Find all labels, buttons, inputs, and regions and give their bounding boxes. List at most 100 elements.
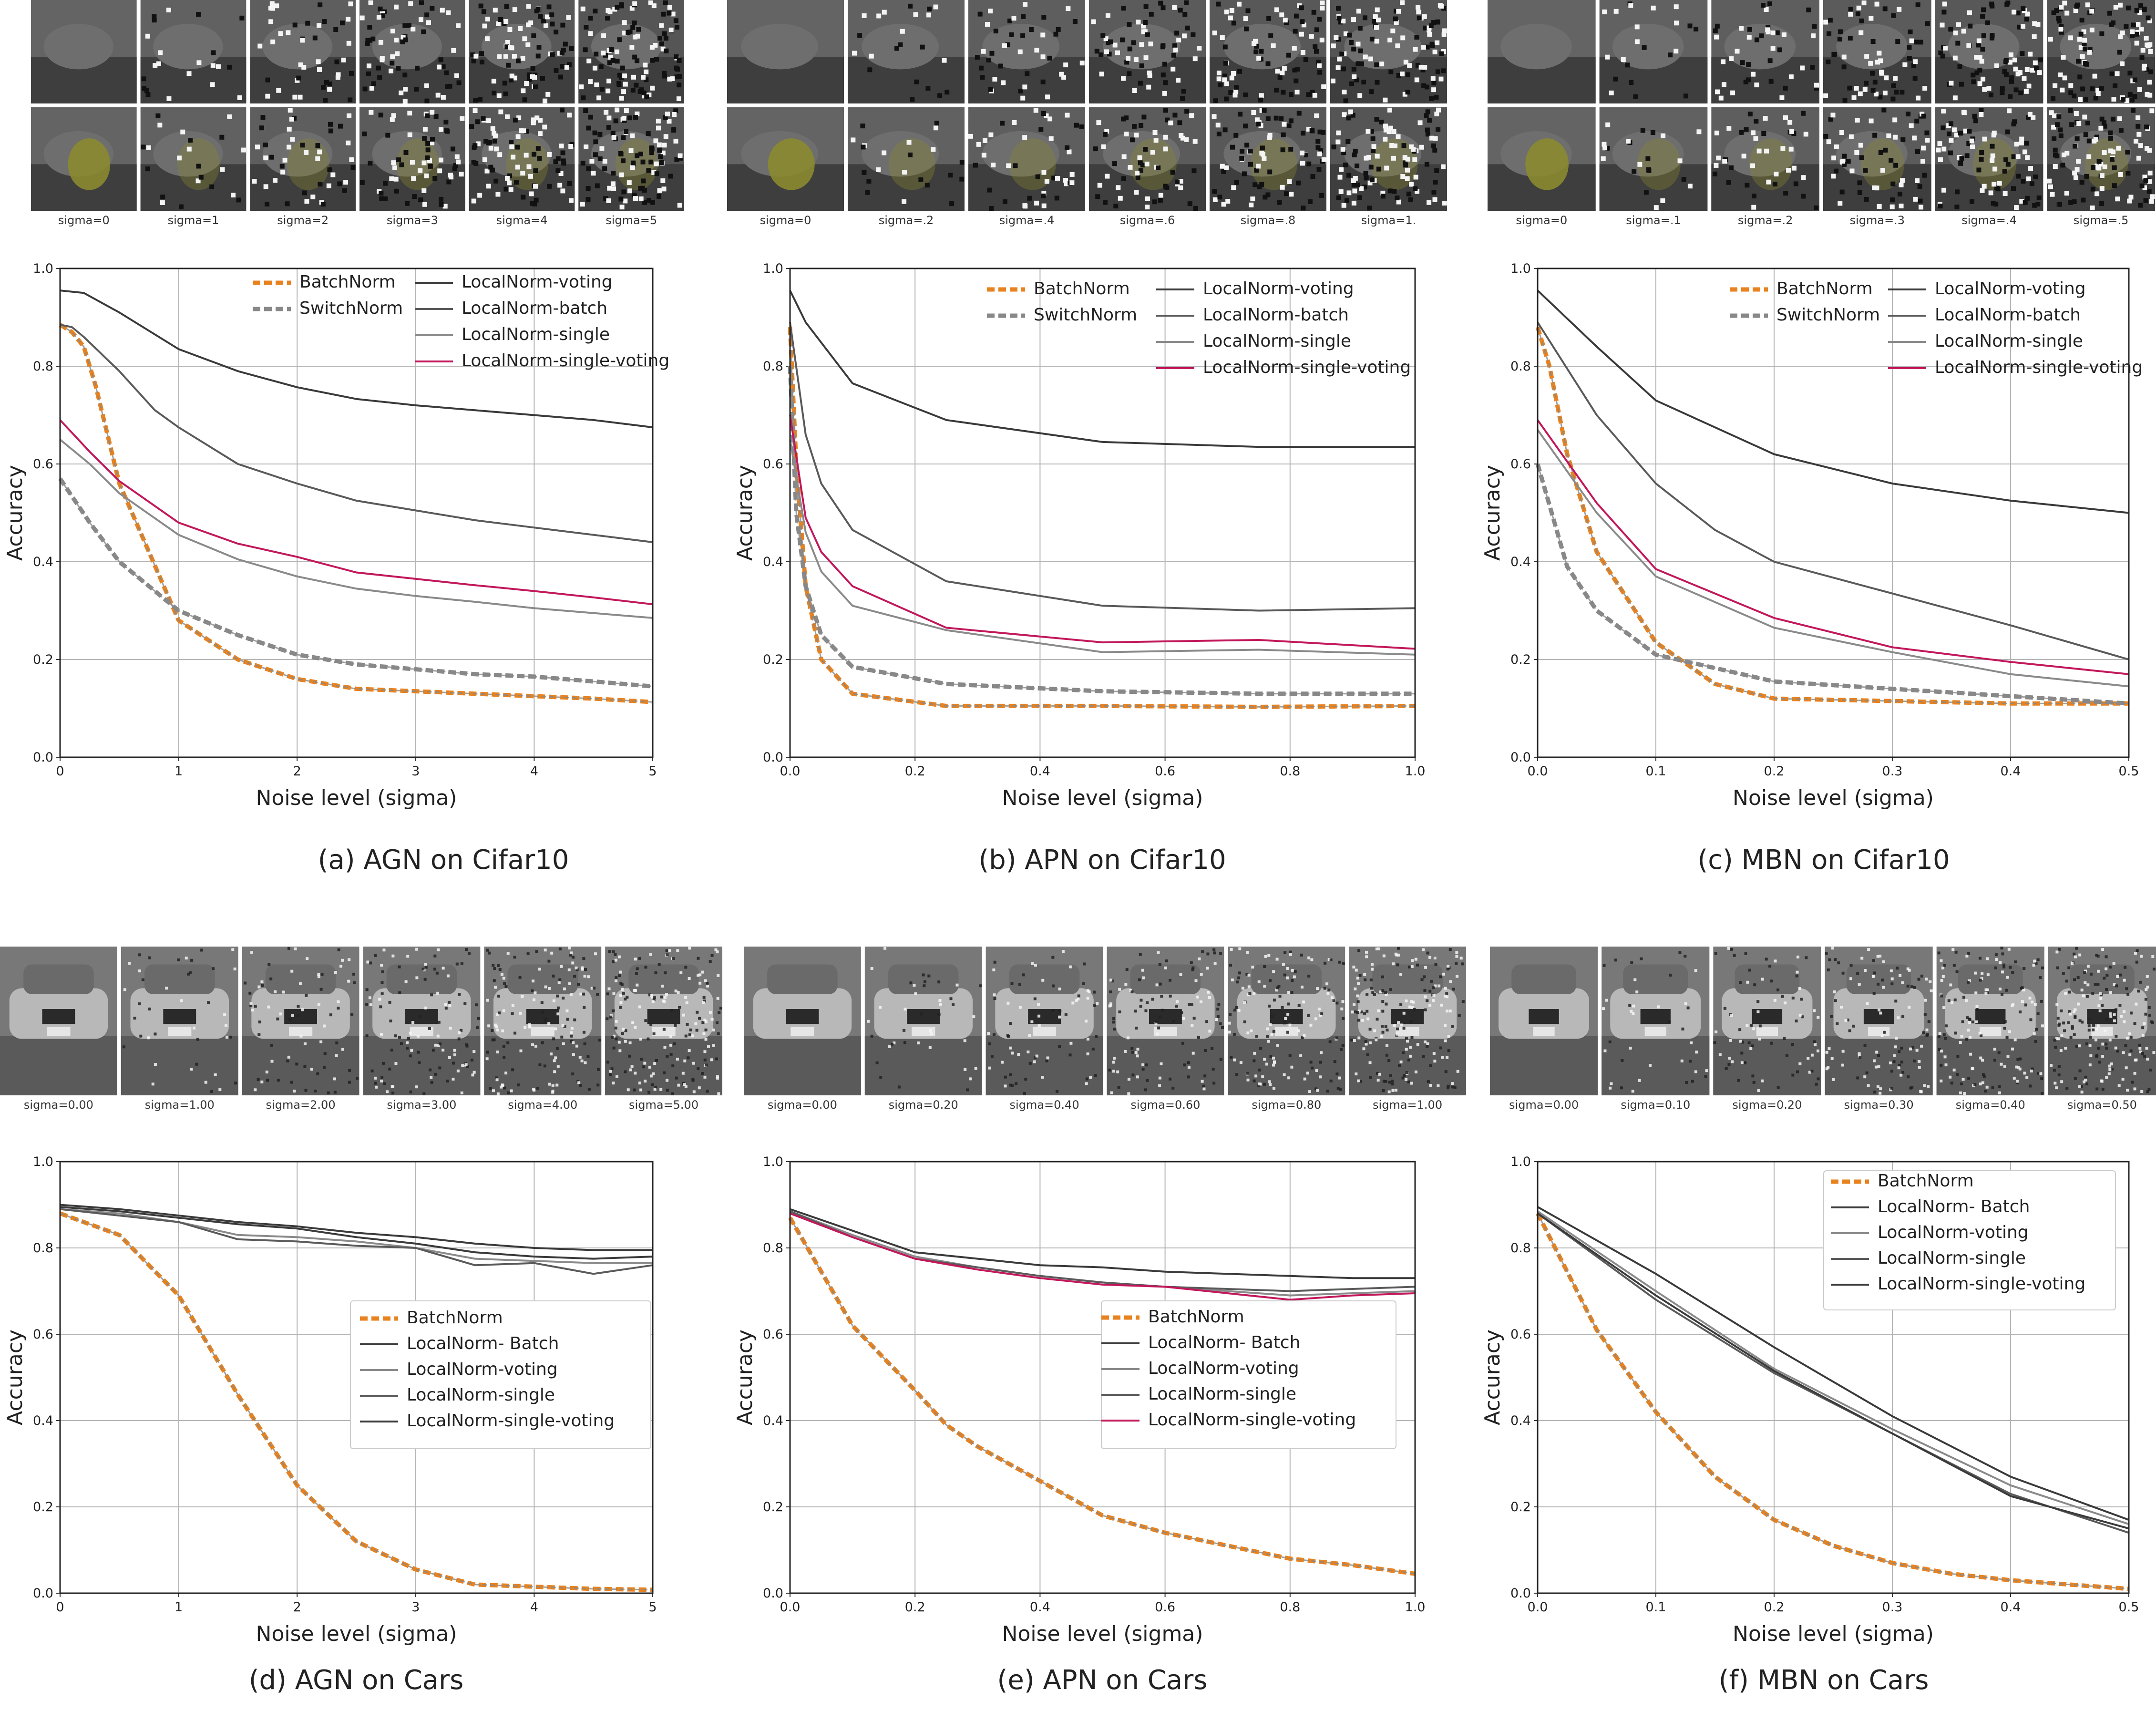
noise-pixel — [1340, 147, 1345, 152]
noise-pixel — [2091, 165, 2096, 170]
car-windshield — [1958, 964, 2023, 994]
noise-pixel — [141, 76, 146, 82]
noise-pixel — [1431, 190, 1437, 195]
noise-pixel — [1435, 40, 1440, 45]
noise-pixel — [1432, 994, 1436, 997]
noise-pixel — [2017, 70, 2023, 75]
noise-pixel — [1047, 116, 1053, 122]
noise-pixel — [2099, 86, 2104, 91]
noise-pixel — [2117, 50, 2122, 55]
noise-pixel — [148, 956, 151, 959]
noise-pixel — [1781, 32, 1786, 37]
noise-pixel — [640, 1058, 643, 1061]
noise-pixel — [1263, 985, 1266, 988]
noise-pixel — [1874, 92, 1879, 97]
noise-pixel — [2008, 52, 2013, 57]
noise-pixel — [439, 202, 444, 207]
noise-pixel — [211, 967, 215, 970]
noise-pixel — [1830, 113, 1836, 118]
noise-pixel — [660, 995, 663, 999]
noise-pixel — [1155, 1020, 1158, 1024]
noise-pixel — [2064, 10, 2070, 16]
noise-pixel — [1429, 41, 1435, 47]
thumbnail-object — [2060, 23, 2132, 70]
noise-pixel — [1601, 156, 1606, 161]
noise-pixel — [1391, 1082, 1394, 1086]
y-tick-label: 0.8 — [33, 1241, 53, 1256]
noise-pixel — [1434, 111, 1439, 116]
noise-pixel — [1061, 950, 1065, 953]
noise-pixel — [472, 1050, 476, 1053]
noise-pixel — [1993, 1059, 1996, 1062]
noise-pixel — [1303, 1077, 1306, 1081]
noise-pixel — [1424, 995, 1427, 999]
noise-pixel — [1121, 154, 1127, 159]
noise-pixel — [310, 195, 316, 200]
noise-pixel — [1756, 1000, 1760, 1003]
legend-label: BatchNorm — [407, 1308, 503, 1328]
noise-pixel — [1359, 1080, 1362, 1083]
saliency-overlay — [768, 138, 815, 190]
noise-pixel — [1858, 30, 1864, 35]
noise-pixel — [2084, 981, 2087, 984]
noise-pixel — [1365, 950, 1368, 954]
noise-pixel — [1381, 1025, 1384, 1028]
noise-pixel — [1430, 979, 1433, 983]
noise-pixel — [2025, 114, 2031, 120]
car-grille — [1752, 1009, 1783, 1024]
noise-pixel — [1695, 1051, 1698, 1054]
noise-pixel — [1230, 144, 1235, 150]
noise-pixel — [2088, 1063, 2092, 1067]
thumbnail-object — [1103, 131, 1181, 177]
noise-pixel — [568, 198, 574, 203]
noise-pixel — [2064, 1047, 2067, 1050]
noise-pixel — [1951, 948, 1955, 951]
noise-pixel — [606, 48, 612, 53]
noise-pixel — [1751, 1044, 1754, 1048]
noise-pixel — [1267, 169, 1273, 175]
noise-pixel — [1365, 993, 1369, 996]
noise-pixel — [475, 119, 480, 124]
noise-pixel — [1614, 958, 1617, 962]
noise-pixel — [1392, 189, 1397, 194]
noise-pixel — [1777, 47, 1782, 52]
noise-pixel — [698, 981, 702, 985]
noise-pixel — [2100, 1080, 2104, 1083]
noise-pixel — [2107, 1072, 2111, 1075]
noise-pixel — [588, 16, 593, 21]
noise-pixel — [1872, 991, 1876, 995]
noise-pixel — [2079, 180, 2084, 185]
noise-pixel — [2146, 1090, 2149, 1093]
noise-pixel — [554, 68, 559, 73]
noise-pixel — [2038, 57, 2043, 62]
noise-pixel — [1844, 1019, 1848, 1022]
thumbnail-road — [2048, 1036, 2156, 1095]
noise-pixel — [630, 165, 635, 170]
noise-pixel — [2098, 125, 2104, 131]
noise-pixel — [2095, 954, 2098, 957]
noise-pixel — [553, 159, 558, 165]
noise-pixel — [567, 968, 571, 971]
noise-pixel — [2012, 1003, 2015, 1006]
noise-pixel — [1872, 959, 1875, 962]
noise-pixel — [619, 1006, 622, 1009]
noise-pixel — [888, 1045, 891, 1048]
noise-pixel — [2002, 963, 2006, 967]
noise-pixel — [1988, 190, 1993, 196]
noise-pixel — [436, 1034, 440, 1038]
noise-pixel — [972, 1015, 975, 1019]
noise-pixel — [233, 967, 236, 970]
noise-pixel — [2053, 164, 2058, 169]
noise-pixel — [1220, 35, 1225, 40]
noise-pixel — [2061, 152, 2066, 157]
noise-pixel — [959, 160, 965, 165]
noise-pixel — [481, 9, 486, 14]
noise-pixel — [399, 162, 404, 167]
noise-pixel — [1276, 986, 1279, 989]
noise-pixel — [1144, 1088, 1147, 1092]
noise-pixel — [1396, 963, 1399, 967]
noise-pixel — [1694, 26, 1699, 31]
noise-pixel — [1185, 25, 1190, 31]
noise-pixel — [496, 1092, 500, 1095]
noise-pixel — [909, 981, 913, 985]
